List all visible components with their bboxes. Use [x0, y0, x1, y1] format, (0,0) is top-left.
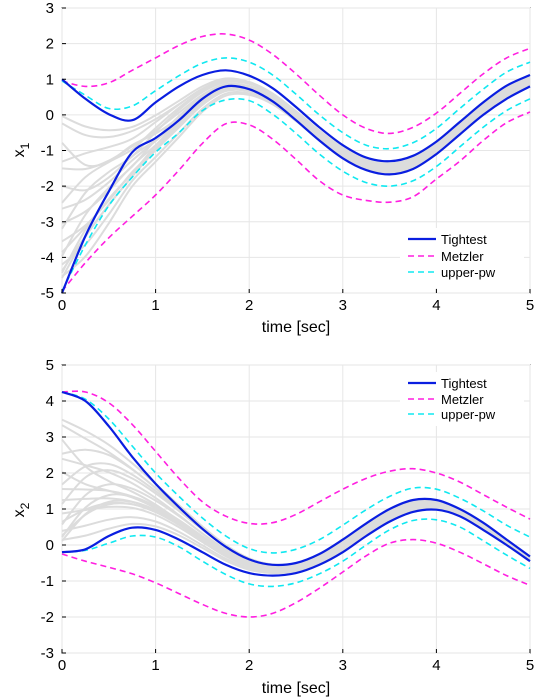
legend-label-tightest: Tightest — [441, 232, 487, 247]
y-tick-label: 2 — [46, 465, 54, 482]
grid-lines — [61, 7, 531, 294]
legend-label-metzler: Metzler — [441, 249, 484, 264]
legend: Tightest Metzler upper-pw — [400, 372, 524, 426]
y-tick-label: 1 — [46, 71, 54, 88]
legend-label-upper-pw: upper-pw — [441, 407, 496, 422]
series-line-upper-pw — [61, 391, 531, 554]
y-tick-label: 0 — [46, 107, 54, 124]
x-tick-labels: 0 1 2 3 4 5 — [58, 649, 534, 674]
series-group — [61, 390, 531, 618]
x-axis-label: time [sec] — [262, 680, 330, 697]
svg-text:x1: x1 — [11, 142, 32, 157]
y-tick-label: -2 — [41, 609, 54, 626]
y-tick-label: 4 — [46, 393, 54, 410]
y-tick-label: 1 — [46, 501, 54, 518]
y-axis-label: x1 — [11, 142, 32, 157]
y-tick-labels: -5 -4 -3 -2 -1 0 1 2 3 — [41, 0, 66, 302]
series-line-tightest — [60, 84, 531, 294]
y-tick-label: -1 — [41, 573, 54, 590]
x-tick-label: 5 — [526, 657, 534, 674]
y-tick-label: 3 — [46, 429, 54, 446]
y-axis-label-sub: 1 — [18, 142, 32, 149]
x-tick-label: 1 — [151, 657, 159, 674]
y-tick-label: -1 — [41, 143, 54, 160]
x-tick-label: 0 — [58, 297, 66, 314]
x-tick-label: 0 — [58, 657, 66, 674]
x-axis-label: time [sec] — [262, 319, 330, 336]
x-tick-label: 3 — [339, 657, 347, 674]
y-axis-label: x2 — [11, 502, 32, 517]
series-line-upper-pw — [61, 518, 531, 588]
series-line-metzler — [61, 111, 531, 292]
x-tick-label: 5 — [526, 297, 534, 314]
series-line-tightest — [61, 69, 531, 163]
y-tick-label: -2 — [41, 178, 54, 195]
y-tick-label: 3 — [46, 0, 54, 17]
legend-label-upper-pw: upper-pw — [441, 265, 496, 280]
y-tick-label: -4 — [41, 249, 54, 266]
legend-label-tightest: Tightest — [441, 376, 487, 391]
y-tick-label: 0 — [46, 537, 54, 554]
x-tick-label: 2 — [245, 297, 253, 314]
legend: Tightest Metzler upper-pw — [400, 228, 524, 288]
x-tick-label: 4 — [432, 657, 440, 674]
y-axis-label-sub: 2 — [18, 502, 32, 509]
series-line-tightest — [61, 390, 531, 567]
y-tick-labels: -3 -2 -1 0 1 2 3 4 5 — [41, 357, 66, 662]
trajectory-bundle — [61, 418, 531, 575]
y-axis-label-main: x — [11, 149, 28, 157]
series-line-upper-pw — [61, 97, 531, 292]
series-line-metzler — [61, 538, 531, 618]
series-line-metzler — [61, 390, 531, 525]
trajectory-line — [61, 75, 531, 230]
series-line-tightest — [61, 508, 531, 577]
y-tick-label: -3 — [41, 214, 54, 231]
x-tick-label: 1 — [151, 297, 159, 314]
x-tick-label: 2 — [245, 657, 253, 674]
series-line-upper-pw — [61, 57, 531, 150]
y-tick-label: 2 — [46, 36, 54, 53]
y-tick-label: -3 — [41, 645, 54, 662]
series-line-metzler — [61, 33, 531, 135]
series-group — [60, 33, 531, 294]
y-tick-label: 5 — [46, 357, 54, 374]
y-tick-label: -5 — [41, 285, 54, 302]
x-tick-labels: 0 1 2 3 4 5 — [58, 289, 534, 314]
legend-label-metzler: Metzler — [441, 392, 484, 407]
svg-text:x2: x2 — [11, 502, 32, 517]
x-tick-label: 3 — [339, 297, 347, 314]
x-tick-label: 4 — [432, 297, 440, 314]
y-axis-label-main: x — [11, 509, 28, 517]
